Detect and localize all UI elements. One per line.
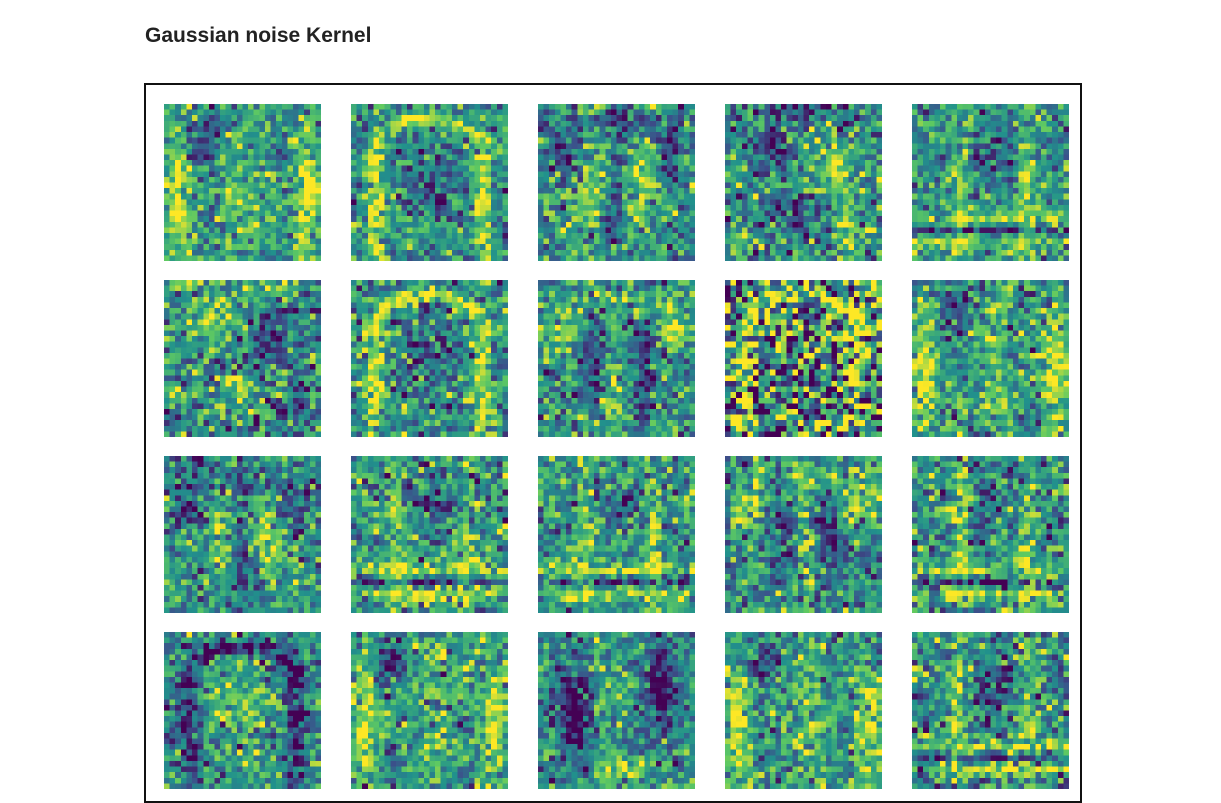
kernel-heatmap-panel [912,104,1069,261]
kernel-heatmap-panel [725,104,882,261]
kernel-heatmap-panel [725,280,882,437]
kernel-heatmap-panel [538,104,695,261]
kernel-heatmap-image [725,632,882,789]
kernel-heatmap-image [538,104,695,261]
kernel-heatmap-panel [351,104,508,261]
kernel-heatmap-panel [725,632,882,789]
kernel-heatmap-image [912,280,1069,437]
kernel-heatmap-image [164,632,321,789]
kernel-heatmap-image [538,632,695,789]
kernel-heatmap-image [912,456,1069,613]
kernel-figure [144,83,1082,803]
kernel-heatmap-panel [164,456,321,613]
kernel-heatmap-image [725,104,882,261]
kernel-heatmap-image [351,280,508,437]
kernel-heatmap-panel [164,280,321,437]
kernel-heatmap-panel [538,632,695,789]
kernel-heatmap-image [351,456,508,613]
kernel-heatmap-panel [912,280,1069,437]
kernel-heatmap-image [351,104,508,261]
kernel-heatmap-image [725,456,882,613]
kernel-heatmap-image [538,280,695,437]
kernel-heatmap-panel [351,632,508,789]
page-title: Gaussian noise Kernel [145,24,372,47]
kernel-heatmap-panel [912,456,1069,613]
kernel-heatmap-image [164,456,321,613]
kernel-heatmap-image [912,104,1069,261]
kernel-heatmap-image [351,632,508,789]
kernel-heatmap-image [912,632,1069,789]
kernel-heatmap-image [164,280,321,437]
kernel-heatmap-panel [912,632,1069,789]
kernel-heatmap-panel [164,104,321,261]
kernel-heatmap-image [164,104,321,261]
kernel-heatmap-panel [538,280,695,437]
kernel-heatmap-image [725,280,882,437]
kernel-heatmap-panel [351,280,508,437]
kernel-heatmap-panel [725,456,882,613]
kernel-heatmap-panel [538,456,695,613]
kernel-heatmap-image [538,456,695,613]
kernel-heatmap-panel [351,456,508,613]
kernel-heatmap-panel [164,632,321,789]
